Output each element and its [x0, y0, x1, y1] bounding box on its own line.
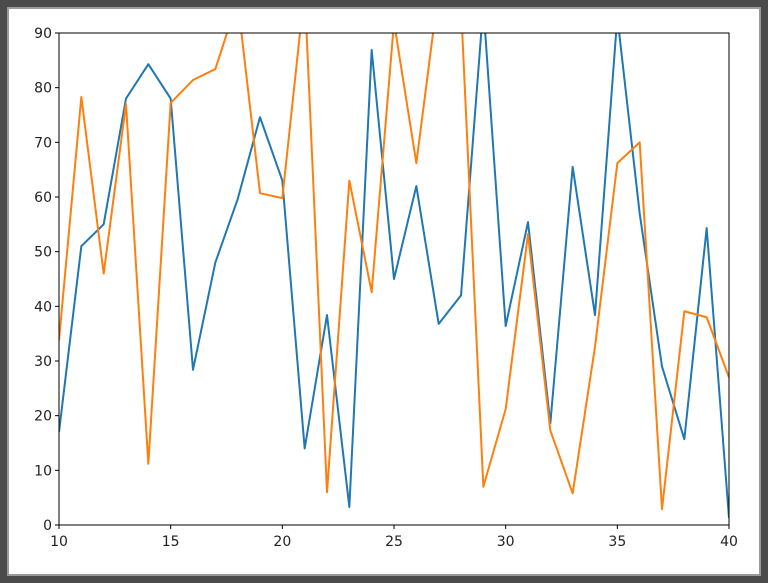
- y-tick-label: 50: [34, 245, 52, 261]
- y-tick-label: 0: [43, 518, 52, 534]
- x-tick-label: 15: [162, 534, 180, 550]
- y-tick-label: 10: [34, 463, 52, 479]
- plot-area: [59, 33, 729, 518]
- x-tick-label: 20: [273, 534, 291, 550]
- x-tick-label: 30: [497, 534, 515, 550]
- y-tick-label: 70: [34, 135, 52, 151]
- y-tick-label: 60: [34, 190, 52, 206]
- series-line: [59, 33, 729, 518]
- x-tick-label: 25: [385, 534, 403, 550]
- y-tick-label: 40: [34, 299, 52, 315]
- y-tick-label: 20: [34, 409, 52, 425]
- series-line: [59, 33, 729, 511]
- x-tick-label: 40: [720, 534, 738, 550]
- y-tick-label: 30: [34, 354, 52, 370]
- y-tick-label: 90: [34, 26, 52, 42]
- x-tick-label: 35: [608, 534, 626, 550]
- figure-background: [7, 7, 761, 576]
- y-tick-label: 80: [34, 81, 52, 97]
- x-tick-label: 10: [50, 534, 68, 550]
